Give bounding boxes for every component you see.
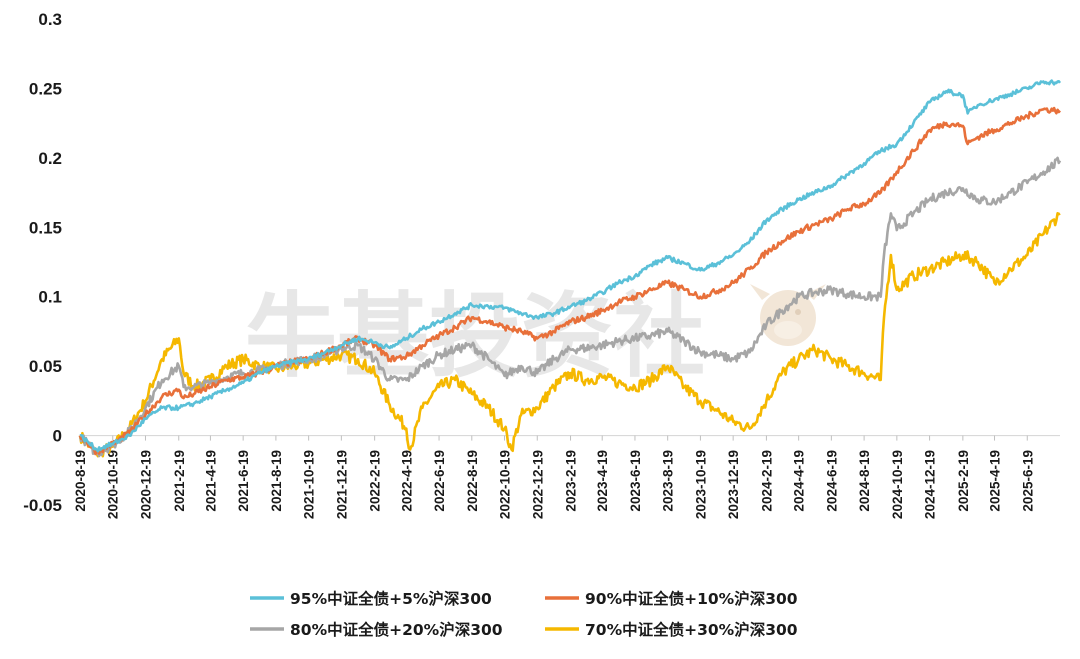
legend-label-4: 70%中证全债+30%沪深300 (585, 620, 798, 639)
x-tick-label: 2022-6-19 (432, 450, 447, 512)
x-tick-label: 2020-10-19 (106, 450, 121, 519)
x-tick-label: 2023-10-19 (693, 450, 708, 519)
x-tick-label: 2023-6-19 (628, 450, 643, 512)
legend-label-3: 80%中证全债+20%沪深300 (290, 620, 503, 639)
x-tick-label: 2022-12-19 (530, 450, 545, 519)
x-tick-label: 2024-6-19 (824, 450, 839, 512)
series-line-3 (78, 156, 1062, 458)
y-axis: 0.3 0.25 0.2 0.15 0.1 0.05 0 -0.05 (23, 10, 62, 515)
y-tick-label: 0.25 (29, 79, 62, 98)
series-lines (78, 79, 1062, 458)
series-line-2 (78, 106, 1061, 456)
x-tick-label: 2025-2-19 (956, 450, 971, 512)
x-tick-label: 2021-6-19 (236, 450, 251, 512)
y-tick-label: 0.3 (38, 10, 62, 29)
x-tick-label: 2022-4-19 (399, 450, 414, 512)
x-tick-label: 2022-10-19 (498, 450, 513, 519)
x-tick-label: 2021-4-19 (203, 450, 218, 512)
x-tick-label: 2023-4-19 (595, 450, 610, 512)
y-tick-label: 0.1 (38, 288, 62, 307)
y-tick-label: -0.05 (23, 496, 62, 515)
x-tick-label: 2024-8-19 (857, 450, 872, 512)
x-tick-label: 2020-8-19 (73, 450, 88, 512)
series-line-1 (79, 79, 1062, 453)
x-tick-label: 2024-4-19 (792, 450, 807, 512)
legend: 95%中证全债+5%沪深300 90%中证全债+10%沪深300 80%中证全债+2… (250, 589, 798, 639)
legend-label-2: 90%中证全债+10%沪深300 (585, 589, 798, 608)
x-tick-label: 2021-2-19 (172, 450, 187, 512)
x-tick-label: 2021-12-19 (334, 450, 349, 519)
x-tick-label: 2023-2-19 (564, 450, 579, 512)
x-tick-label: 2024-12-19 (923, 450, 938, 519)
x-tick-label: 2024-2-19 (759, 450, 774, 512)
x-tick-label: 2023-8-19 (661, 450, 676, 512)
y-tick-label: 0 (53, 427, 62, 446)
x-tick-label: 2024-10-19 (890, 450, 905, 519)
x-tick-label: 2022-2-19 (368, 450, 383, 512)
x-tick-label: 2025-6-19 (1020, 450, 1035, 512)
x-tick-label: 2020-12-19 (138, 450, 153, 519)
y-tick-label: 0.2 (38, 149, 62, 168)
x-tick-label: 2025-4-19 (988, 450, 1003, 512)
y-tick-label: 0.05 (29, 357, 62, 376)
x-tick-label: 2021-8-19 (269, 450, 284, 512)
y-tick-label: 0.15 (29, 218, 62, 237)
x-tick-label: 2022-8-19 (465, 450, 480, 512)
x-axis: 2020-8-19 2020-10-19 2020-12-19 2021-2-19 20… (73, 434, 1060, 519)
legend-label-1: 95%中证全债+5%沪深300 (290, 589, 492, 608)
x-tick-label: 2023-12-19 (726, 450, 741, 519)
series-line-4 (78, 212, 1061, 458)
x-tick-label: 2021-10-19 (302, 450, 317, 519)
